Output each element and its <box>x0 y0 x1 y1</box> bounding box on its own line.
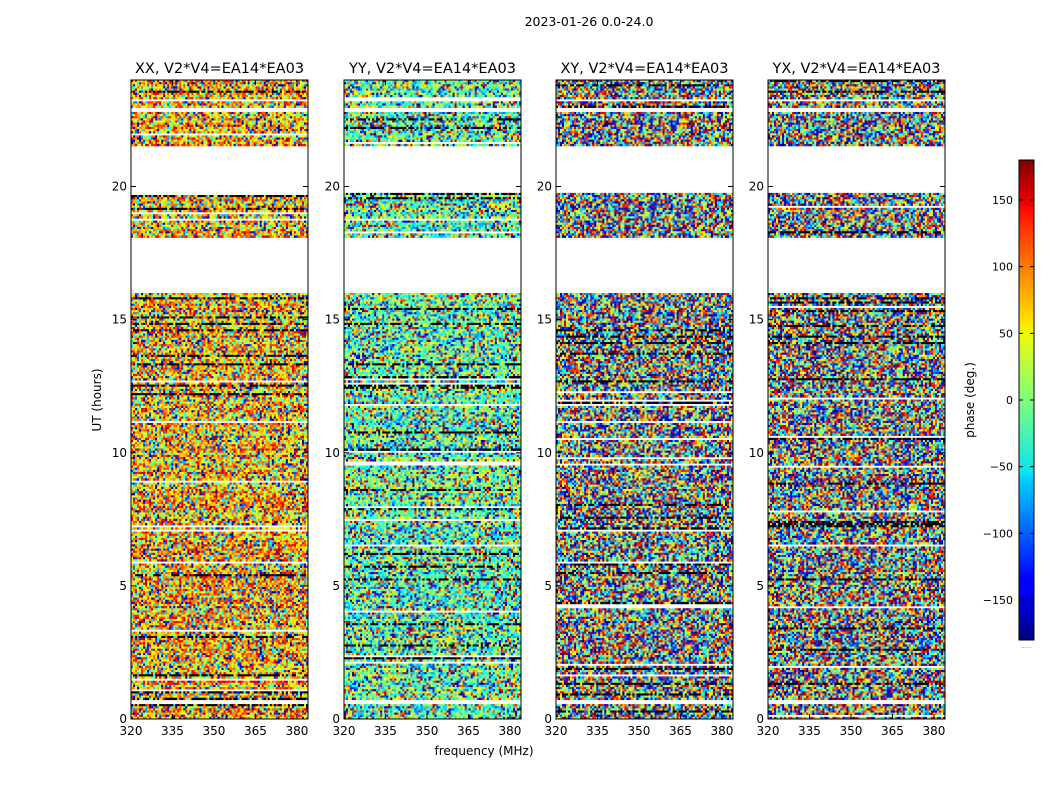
y-tick-label: 15 <box>749 313 764 327</box>
y-tick-label: 0 <box>119 712 127 726</box>
colorbar-under-label: ..... <box>1020 642 1031 650</box>
x-tick-label: 380 <box>285 724 308 738</box>
x-tick-label: 365 <box>669 724 692 738</box>
x-tick-label: 350 <box>840 724 863 738</box>
x-tick-label: 335 <box>798 724 821 738</box>
y-tick-label: 5 <box>756 579 764 593</box>
x-tick-label: 335 <box>374 724 397 738</box>
colorbar-tick-label: 0 <box>1006 394 1013 407</box>
colorbar-label: phase (deg.) <box>963 362 977 438</box>
panels: XX, V2*V4=EA14*EA03 320 335 350 365 380 0 5 10 15… <box>112 61 946 738</box>
panel-xy: XY, V2*V4=EA14*EA03 320 335 350 365 380 0 5 10 15… <box>537 61 734 738</box>
panel-frame <box>343 79 522 720</box>
x-tick-label: 335 <box>586 724 609 738</box>
y-tick-label: 15 <box>325 313 340 327</box>
colorbar-tick-label: 100 <box>992 261 1013 274</box>
x-tick-label: 365 <box>881 724 904 738</box>
x-tick-label: 335 <box>161 724 184 738</box>
y-tick-label: 15 <box>112 313 127 327</box>
panel-xx: XX, V2*V4=EA14*EA03 320 335 350 365 380 0 5 10 15… <box>112 61 309 738</box>
panel-frame <box>130 79 309 720</box>
y-axis-label: UT (hours) <box>90 368 104 431</box>
x-tick-label: 350 <box>628 724 651 738</box>
x-tick-label: 380 <box>498 724 521 738</box>
x-tick-label: 320 <box>545 724 568 738</box>
x-tick-label: 365 <box>244 724 267 738</box>
y-tick-label: 5 <box>544 579 552 593</box>
panel-frame <box>555 79 734 720</box>
x-tick-label: 365 <box>457 724 480 738</box>
y-tick-label: 10 <box>112 446 127 460</box>
x-tick-label: 380 <box>710 724 733 738</box>
x-tick-label: 380 <box>922 724 945 738</box>
colorbar-tick-label: 150 <box>992 194 1013 207</box>
colorbar-tick-label: 50 <box>999 327 1013 340</box>
heatmap-image <box>131 80 308 719</box>
y-tick-label: 10 <box>749 446 764 460</box>
panel-yy: YY, V2*V4=EA14*EA03 320 335 350 365 380 0 5 10 15… <box>325 61 522 738</box>
colorbar-tick-label: −50 <box>990 461 1013 474</box>
y-tick-label: 0 <box>544 712 552 726</box>
y-tick-label: 20 <box>749 180 764 194</box>
x-tick-label: 350 <box>203 724 226 738</box>
colorbar-tick-label: −150 <box>983 594 1013 607</box>
panel-title: XX, V2*V4=EA14*EA03 <box>135 61 304 77</box>
figure-title: 2023-01-26 0.0-24.0 <box>525 14 654 29</box>
colorbar: 150 100 50 0 −50 −100 −150 phase (deg.) ..... <box>963 159 1035 650</box>
x-tick-label: 350 <box>416 724 439 738</box>
y-tick-label: 5 <box>332 579 340 593</box>
colorbar-ticks: 150 100 50 0 −50 −100 −150 <box>983 194 1034 607</box>
x-axis-label: frequency (MHz) <box>434 744 533 758</box>
x-tick-label: 320 <box>333 724 356 738</box>
panel-yx: YX, V2*V4=EA14*EA03 320 335 350 365 380 0 5 10 15… <box>749 61 946 738</box>
x-tick-label: 320 <box>120 724 143 738</box>
y-tick-label: 15 <box>537 313 552 327</box>
y-tick-label: 20 <box>112 180 127 194</box>
y-tick-label: 0 <box>332 712 340 726</box>
y-tick-label: 10 <box>537 446 552 460</box>
y-tick-label: 20 <box>325 180 340 194</box>
heatmap-image <box>344 80 521 719</box>
panel-frame <box>767 79 946 720</box>
y-tick-label: 0 <box>756 712 764 726</box>
heatmap-image <box>556 80 733 719</box>
panel-title: XY, V2*V4=EA14*EA03 <box>560 61 728 77</box>
x-tick-label: 320 <box>757 724 780 738</box>
panel-title: YX, V2*V4=EA14*EA03 <box>771 61 940 77</box>
y-tick-label: 5 <box>119 579 127 593</box>
panel-title: YY, V2*V4=EA14*EA03 <box>348 61 516 77</box>
y-tick-label: 20 <box>537 180 552 194</box>
y-tick-label: 10 <box>325 446 340 460</box>
colorbar-tick-label: −100 <box>983 527 1013 540</box>
heatmap-image <box>768 80 945 719</box>
